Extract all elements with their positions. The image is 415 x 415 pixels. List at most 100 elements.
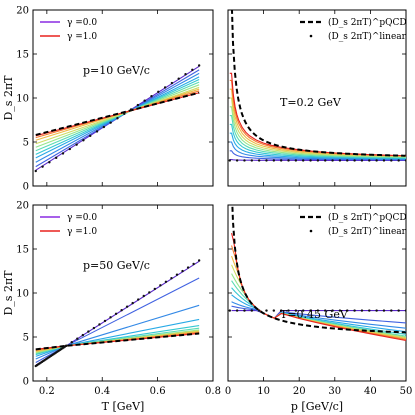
linear-dot — [153, 287, 157, 291]
legend-label: γ =0.0 — [67, 18, 97, 28]
series-line-gamma-0.9 — [229, 79, 406, 157]
linear-dot — [109, 316, 112, 319]
panel-bottom-right: 0 10 20 30 40 50 p [GeV/c] (D_s 2πT)^pQCD (D_s 2… — [225, 204, 413, 413]
linear-dot — [131, 301, 134, 305]
x-tick-label: 50 — [400, 386, 413, 397]
linear-dot — [324, 159, 327, 162]
series-line-gamma-0.7 — [229, 97, 406, 157]
linear-dot — [137, 298, 140, 301]
linear-dot — [368, 309, 371, 312]
linear-dot — [184, 73, 187, 76]
linear-dot — [309, 159, 312, 162]
linear-dot — [324, 309, 327, 312]
y-tick-label: 5 — [23, 138, 29, 149]
linear-dot — [76, 337, 79, 340]
linear-dot — [98, 323, 101, 326]
linear-dot — [390, 309, 393, 312]
linear-dot — [68, 147, 72, 151]
panel-annotation: p=10 GeV/c — [83, 64, 150, 77]
linear-dot — [65, 344, 68, 347]
series-line-gamma-0.2 — [229, 141, 406, 160]
plot-area — [228, 205, 406, 342]
linear-dot — [157, 90, 160, 94]
linear-dot — [34, 169, 37, 173]
linear-dot — [186, 266, 190, 269]
linear-dot — [257, 159, 261, 162]
linear-dot — [390, 159, 393, 162]
linear-dot — [197, 259, 201, 262]
x-tick-label: 0.8 — [205, 386, 221, 397]
linear-dot — [102, 125, 106, 129]
linear-dot — [353, 309, 356, 312]
legend-swatch — [309, 229, 313, 233]
linear-dot — [382, 309, 386, 312]
x-tick-label: 0 — [225, 386, 231, 397]
linear-dot — [279, 309, 283, 312]
linear-dot — [360, 159, 364, 162]
linear-dot — [170, 81, 174, 85]
pqcd-line — [231, 205, 406, 334]
linear-dot — [243, 159, 246, 162]
linear-dot — [114, 312, 118, 315]
linear-dot — [302, 159, 305, 162]
y-tick-label: 20 — [16, 201, 29, 212]
linear-dot — [81, 333, 85, 337]
y-tick-label: 10 — [16, 289, 29, 300]
linear-dot — [129, 108, 133, 111]
linear-dot — [404, 159, 406, 162]
x-tick-label: 30 — [328, 386, 341, 397]
linear-dot — [116, 117, 119, 120]
x-tick-label: 0.6 — [150, 386, 166, 397]
linear-dot — [346, 309, 349, 312]
linear-dot — [228, 309, 231, 312]
pqcd-line — [230, 10, 406, 157]
x-tick-label: 10 — [257, 386, 270, 397]
linear-dot — [150, 95, 153, 98]
linear-dot — [109, 121, 112, 124]
linear-dot — [272, 309, 276, 312]
legend-label: γ =0.0 — [67, 213, 97, 223]
linear-dot — [279, 159, 283, 162]
linear-dot — [159, 284, 162, 287]
linear-dot — [382, 159, 386, 162]
series-line-gamma-0.5 — [229, 115, 406, 159]
linear-dot — [143, 99, 146, 102]
linear-dot — [302, 309, 305, 312]
linear-dot — [287, 159, 290, 162]
linear-line — [228, 159, 406, 162]
linear-dot — [82, 139, 85, 142]
linear-dot — [397, 309, 400, 312]
series-line-gamma-0.4 — [229, 123, 406, 159]
panel-annotation: T=0.2 GeV — [280, 96, 342, 109]
pqcd-line — [35, 332, 200, 351]
panel-annotation: p=50 GeV/c — [83, 259, 150, 272]
y-tick-label: 0 — [23, 182, 29, 193]
linear-dot — [375, 159, 378, 162]
x-tick-label: 20 — [293, 386, 306, 397]
linear-dot — [120, 309, 123, 312]
linear-dot — [228, 159, 231, 162]
linear-dot — [123, 112, 126, 116]
legend-swatch — [309, 34, 313, 38]
linear-dot — [316, 159, 320, 162]
x-tick-label: 0.2 — [39, 386, 55, 397]
linear-dot — [142, 294, 145, 298]
linear-dot — [164, 280, 168, 283]
linear-dot — [148, 291, 151, 294]
legend-label: γ =1.0 — [67, 32, 97, 42]
linear-dot — [250, 159, 254, 162]
linear-dot — [54, 156, 58, 160]
x-axis-label: T [GeV] — [102, 400, 145, 413]
linear-dot — [331, 309, 334, 312]
y-tick-label: 15 — [16, 50, 29, 61]
linear-dot — [136, 103, 140, 107]
linear-dot — [368, 159, 371, 162]
linear-dot — [257, 309, 261, 312]
panel-top-left: 0 5 10 15 20 D_s 2πT γ =0.0 γ =1.0 p=10 GeV/c — [2, 6, 214, 193]
linear-dot — [75, 143, 78, 146]
legend-label: (D_s 2πT)^pQCD — [328, 212, 407, 223]
y-axis-label: D_s 2πT — [2, 75, 15, 121]
linear-dot — [48, 161, 51, 164]
linear-dot — [338, 309, 342, 312]
